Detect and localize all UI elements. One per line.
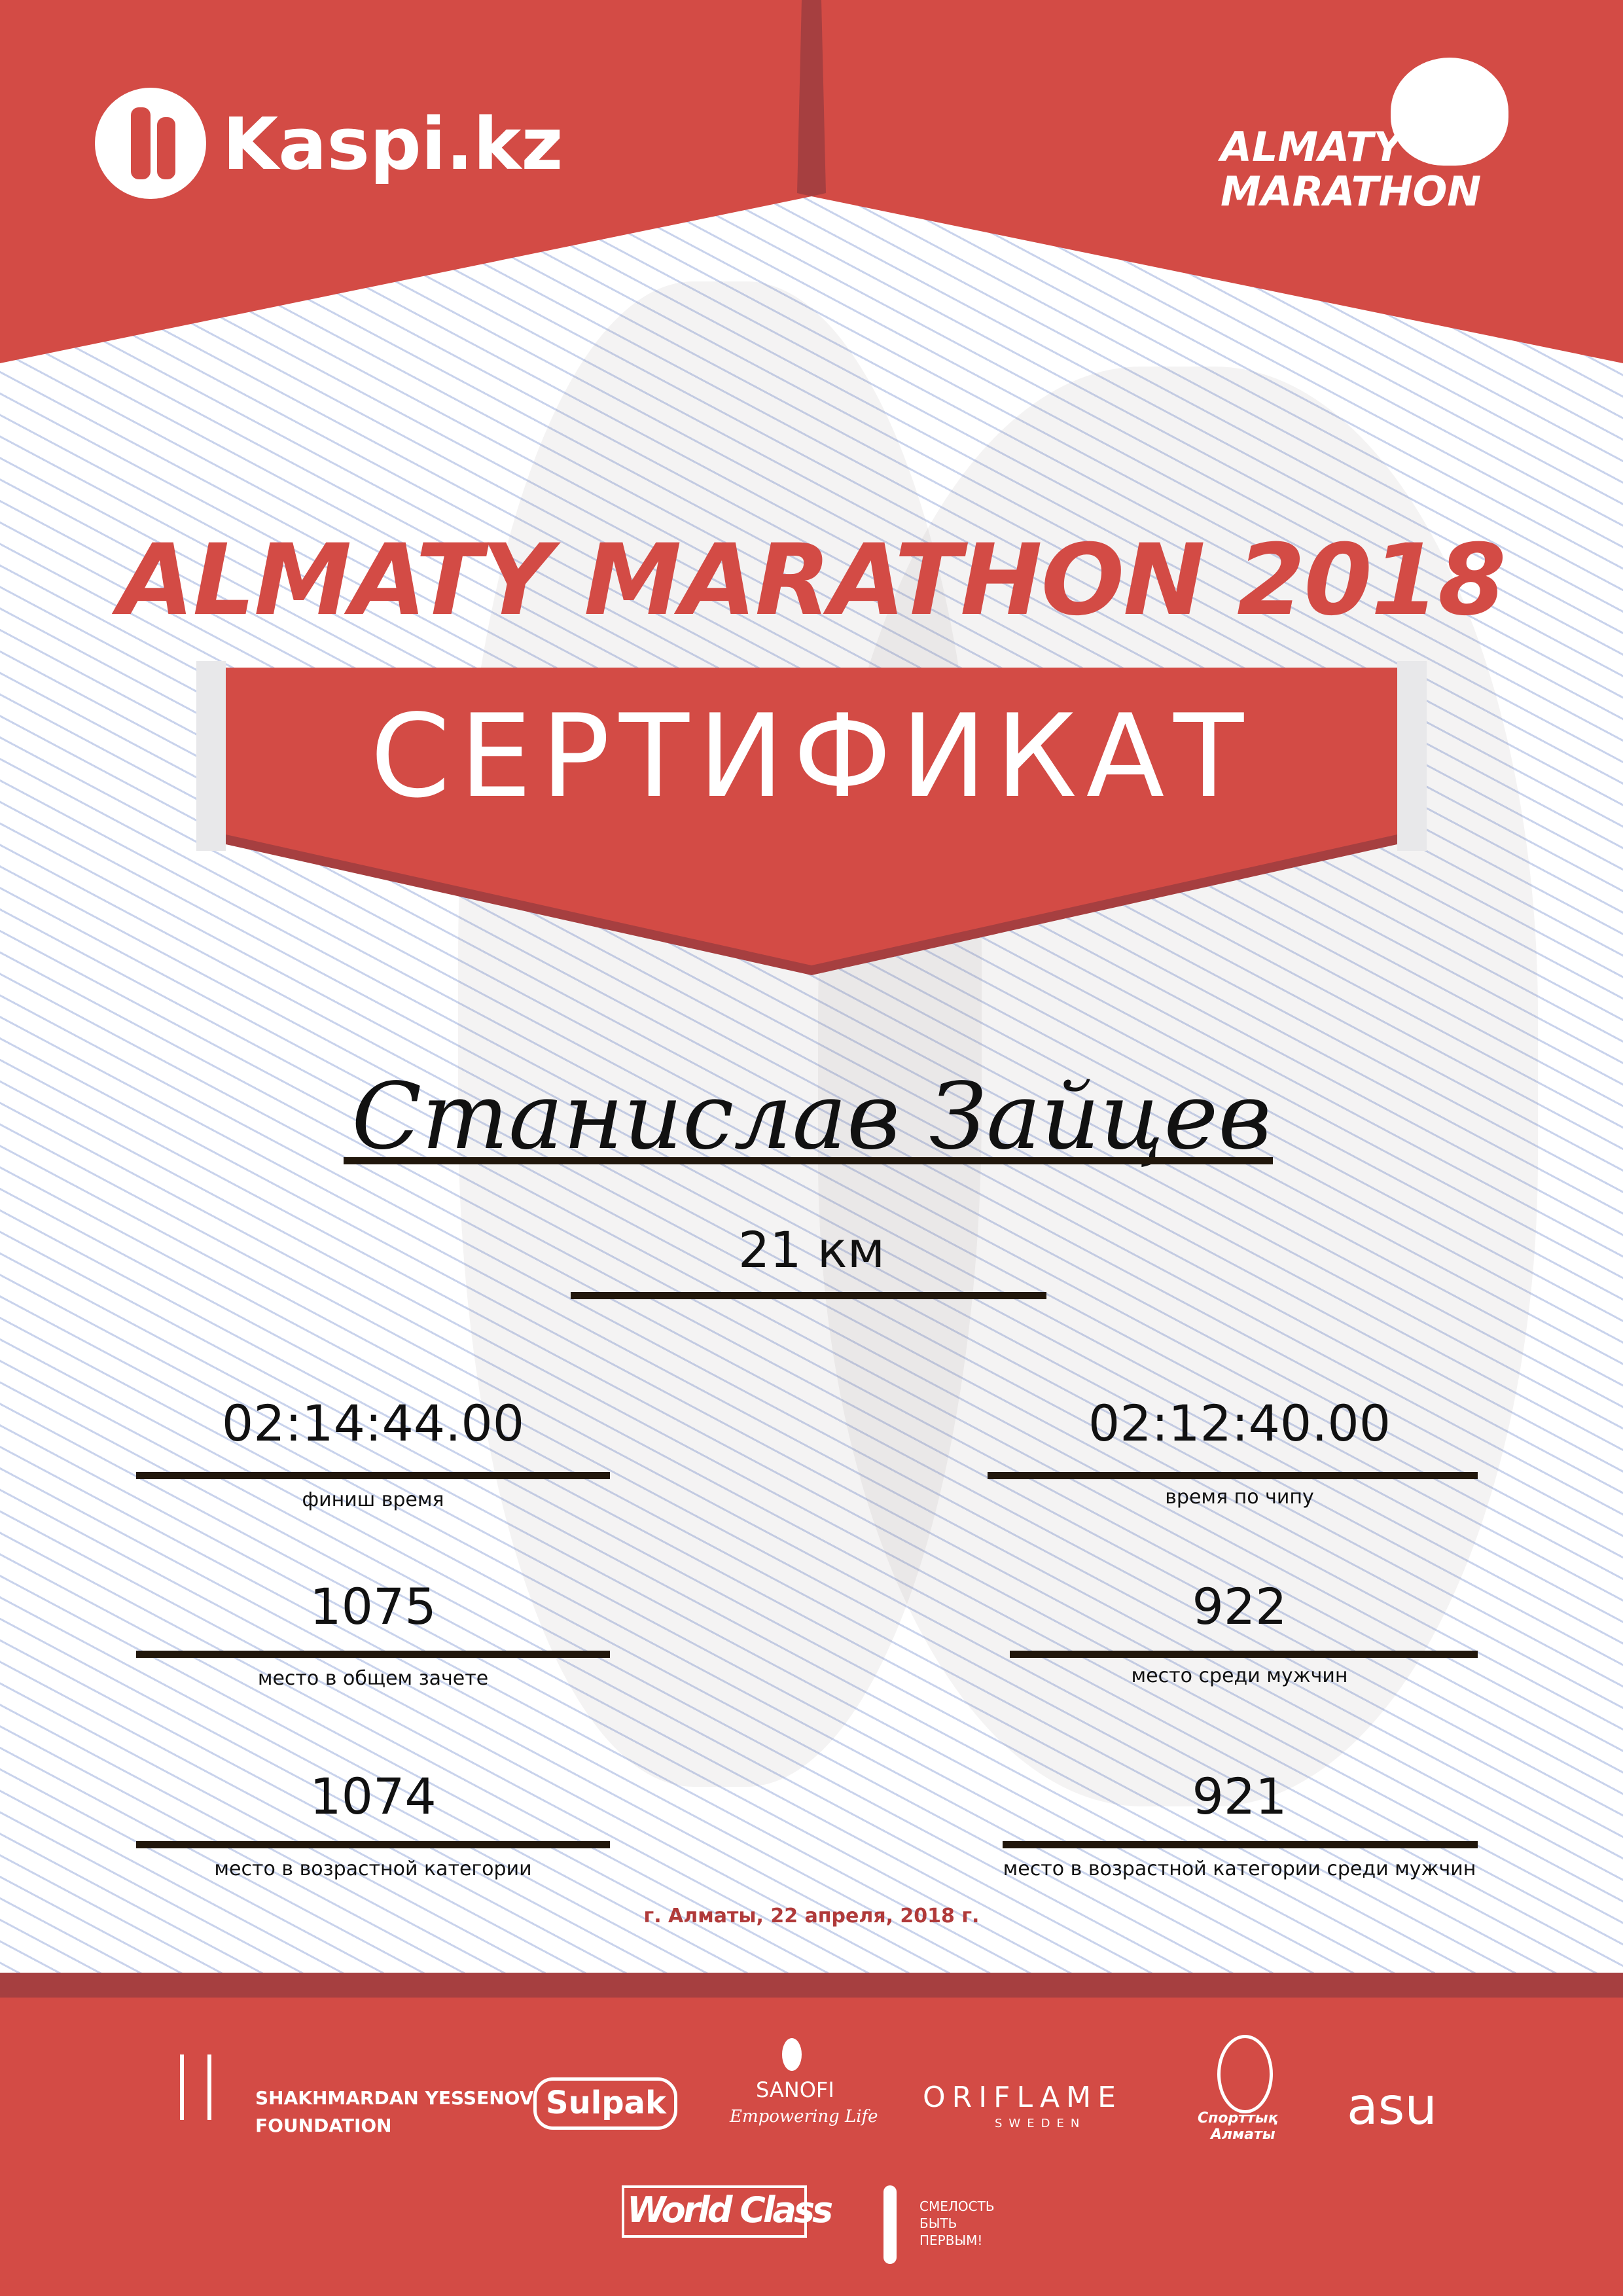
underline [988, 1472, 1478, 1479]
overall-place: 1075 [310, 1577, 437, 1636]
men-place: 922 [1192, 1577, 1287, 1636]
yessenov-logo: SHAKHMARDAN YESSENOV FOUNDATION [180, 2054, 533, 2136]
asu-logo: asu [1347, 2077, 1437, 2136]
runner-photo-woman [818, 367, 1538, 1806]
certificate-heading: СЕРТИФИКАТ [370, 691, 1253, 823]
emblem-icon [1217, 2035, 1273, 2113]
underline [136, 1841, 610, 1848]
men-place-label: место среди мужчин [1131, 1664, 1348, 1687]
chip-time-label: время по чипу [1165, 1486, 1314, 1509]
underline [136, 1651, 610, 1658]
sulpak-logo: Sulpak [533, 2077, 677, 2130]
runner-photo-man [458, 281, 982, 1787]
oriflame-logo: ORIFLAME SWEDEN [923, 2081, 1122, 2130]
bars-icon [180, 2054, 211, 2120]
sponsor-footer: SHAKHMARDAN YESSENOV FOUNDATION Sulpak S… [0, 1973, 1623, 2296]
age-category-men-place-label: место в возрастной категории среди мужчи… [1003, 1857, 1476, 1880]
chip-time: 02:12:40.00 [1088, 1394, 1391, 1452]
kaspi-logo: Kaspi.kz [95, 88, 566, 199]
kaspi-icon [95, 88, 206, 199]
footer-band [0, 1973, 1623, 1998]
finish-time: 02:14:44.00 [221, 1394, 525, 1452]
certificate-banner [196, 661, 1427, 975]
event-title: ALMATY MARATHON 2018 [118, 524, 1506, 637]
finish-time-label: финиш время [302, 1488, 444, 1511]
overall-place-label: место в общем зачете [257, 1667, 489, 1690]
sport-almaty-logo: Спорттық Алматы [1198, 2035, 1289, 2146]
runner-icon [1391, 58, 1508, 166]
underline [136, 1472, 610, 1479]
worldclass-logo: World Class [622, 2185, 833, 2238]
age-category-place: 1074 [310, 1767, 437, 1825]
fund-logo: СМЕЛОСТЬ БЫТЬ ПЕРВЫМ! [864, 2172, 1021, 2270]
header-background [0, 0, 1623, 363]
distance: 21 км [738, 1221, 885, 1279]
distance-underline [571, 1292, 1046, 1299]
name-underline [344, 1157, 1273, 1164]
kaspi-wordmark: Kaspi.kz [223, 102, 563, 186]
figure-icon [883, 2185, 897, 2264]
participant-name: Станислав Зайцев [351, 1064, 1272, 1170]
age-category-men-place: 921 [1192, 1767, 1287, 1825]
underline [1003, 1841, 1478, 1848]
sanofi-logo: SANOFI Empowering Life [726, 2038, 878, 2143]
age-category-place-label: место в возрастной категории [214, 1857, 532, 1880]
underline [1010, 1651, 1478, 1658]
date-location: г. Алматы, 22 апреля, 2018 г. [643, 1905, 980, 1928]
almaty-marathon-logo: ALMATY MARATHON [1214, 58, 1528, 215]
sanofi-icon [782, 2038, 802, 2071]
